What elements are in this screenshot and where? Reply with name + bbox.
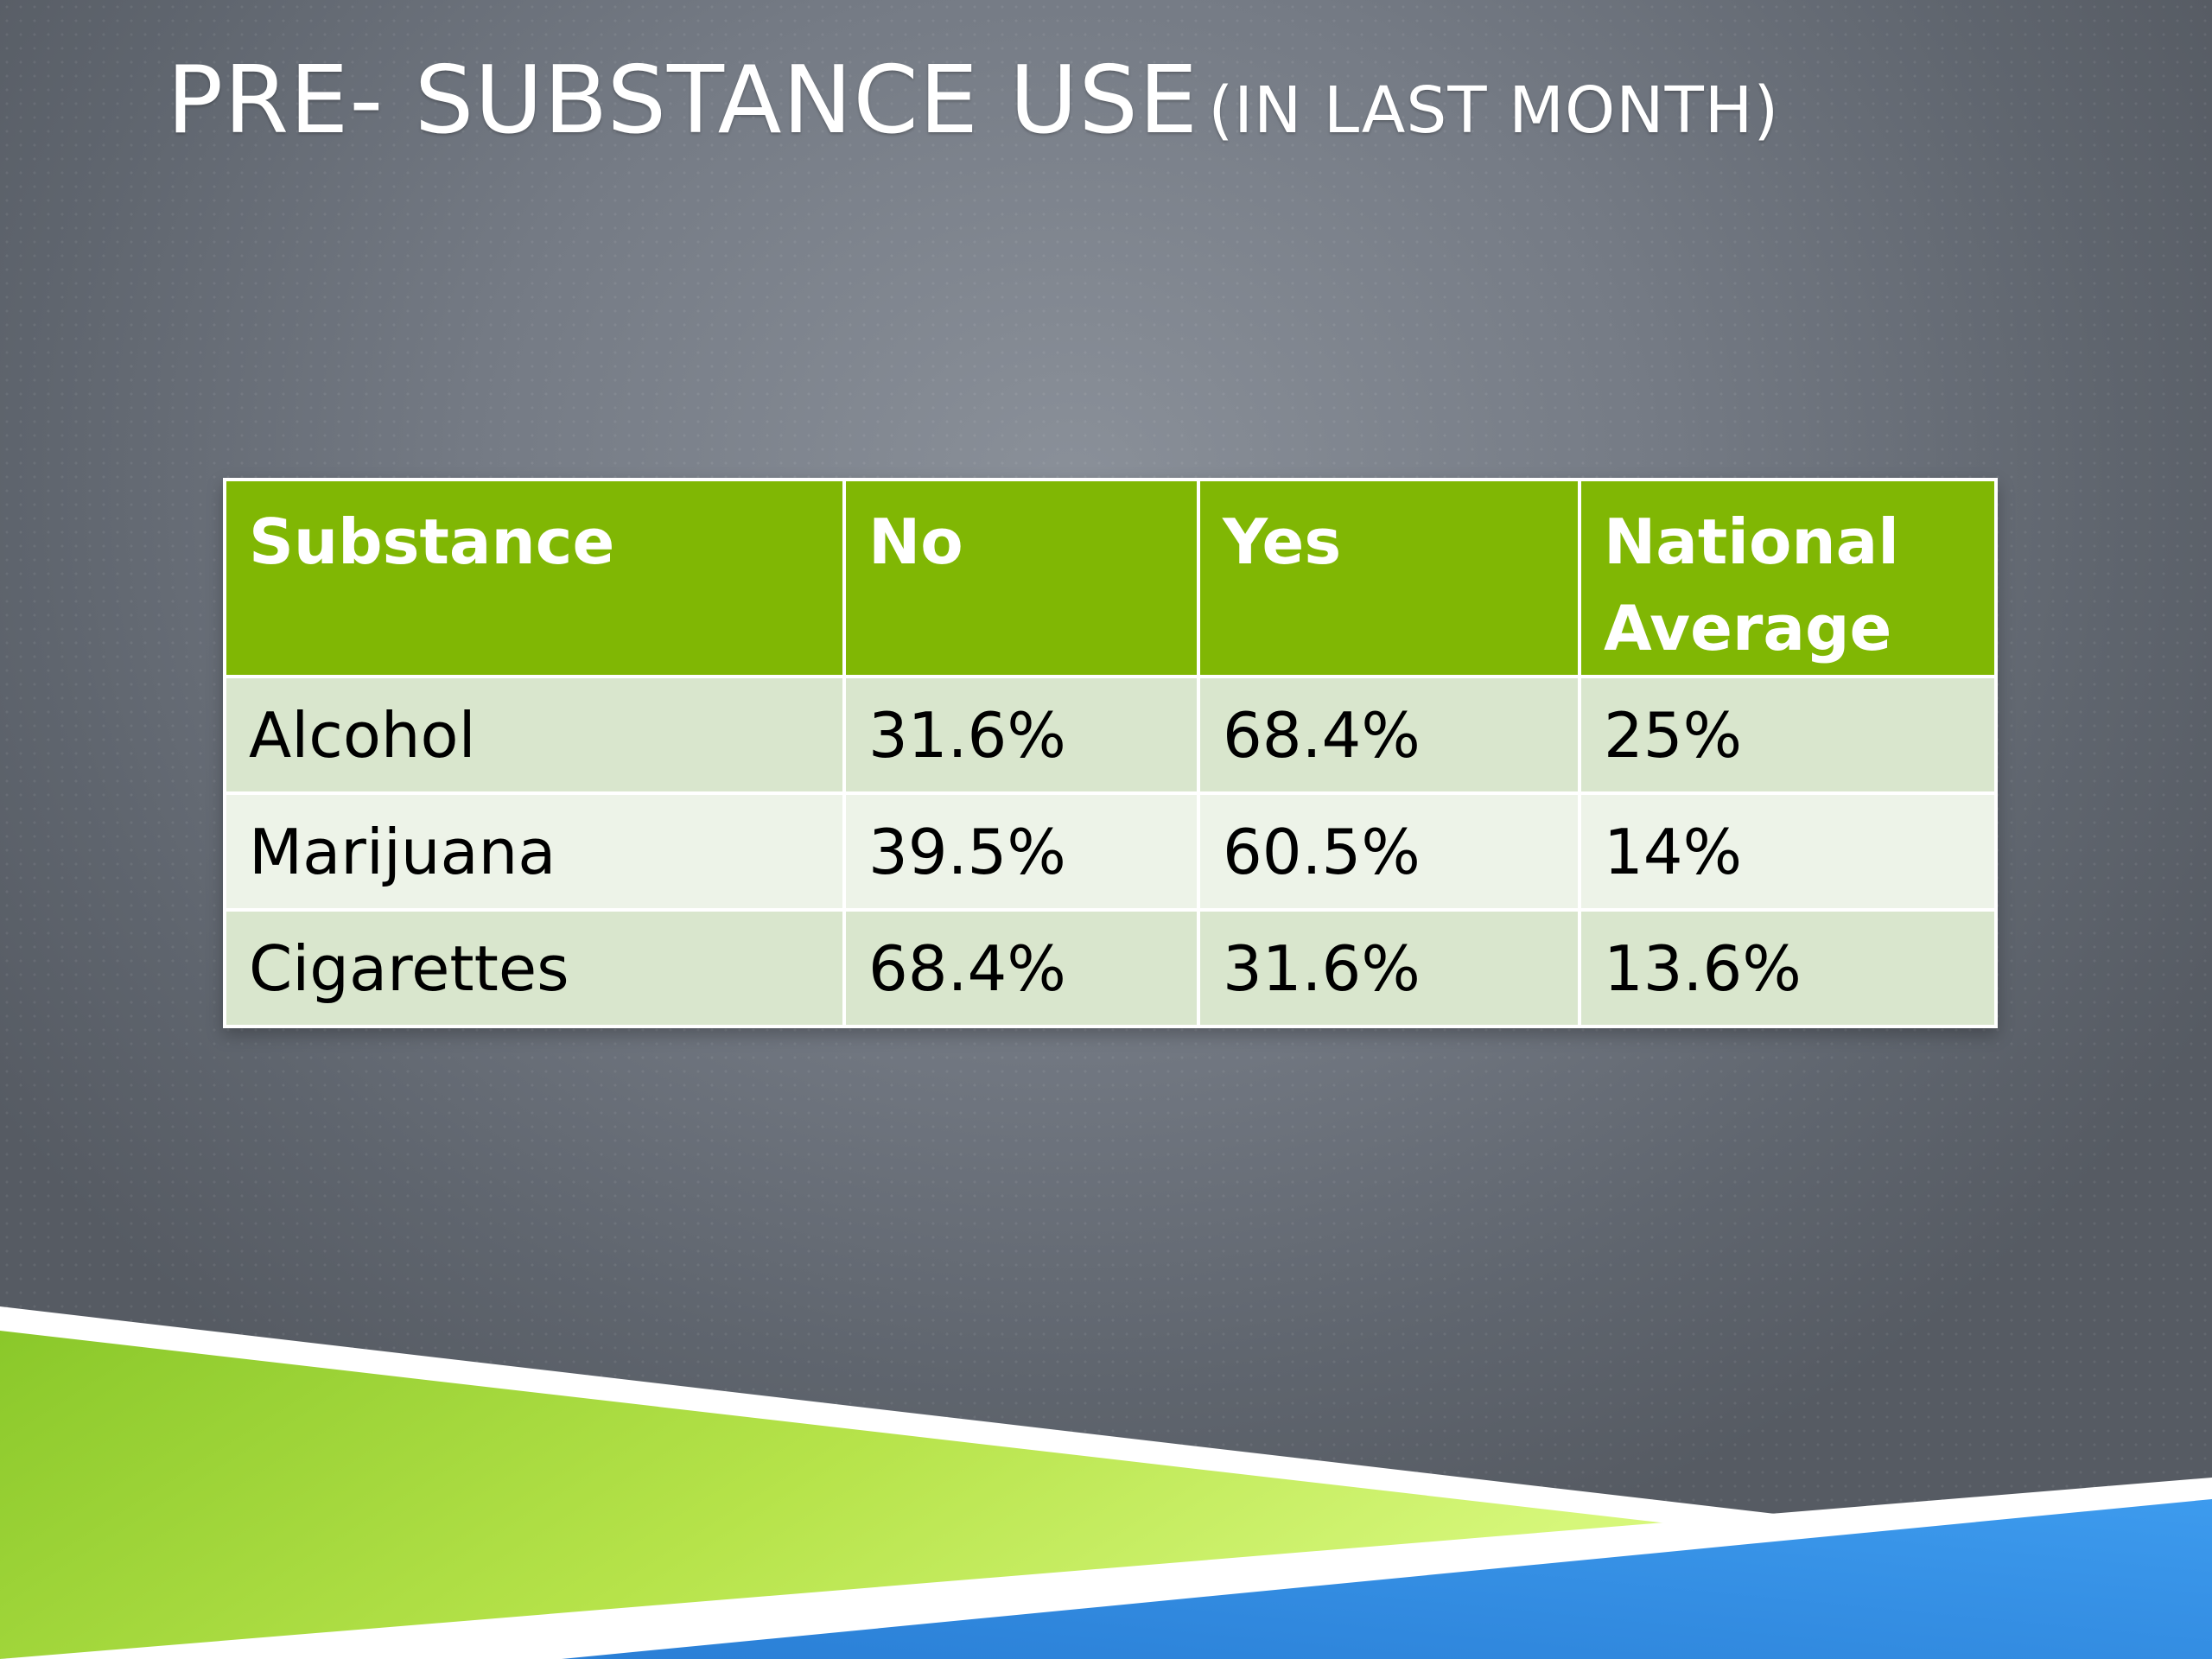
- cell-national-average: 14%: [1578, 791, 1998, 912]
- header-substance: Substance: [223, 478, 846, 678]
- cell-substance: Alcohol: [223, 675, 846, 795]
- cell-no: 39.5%: [842, 791, 1200, 912]
- header-no: No: [842, 478, 1200, 678]
- cell-substance: Cigarettes: [223, 908, 846, 1028]
- lime-wedge: [0, 1331, 1719, 1659]
- cell-national-average: 13.6%: [1578, 908, 1998, 1028]
- table-row: Marijuana 39.5% 60.5% 14%: [223, 791, 1998, 912]
- table-row: Alcohol 31.6% 68.4% 25%: [223, 675, 1998, 795]
- cell-yes: 31.6%: [1197, 908, 1581, 1028]
- white-stripe: [0, 1306, 1797, 1659]
- cell-national-average: 25%: [1578, 675, 1998, 795]
- slide-title: PRE- SUBSTANCE USE (IN LAST MONTH): [167, 45, 1779, 157]
- cell-no: 31.6%: [842, 675, 1200, 795]
- slide-title-main: PRE- SUBSTANCE USE: [167, 47, 1199, 155]
- blue-wedge: [562, 1499, 2212, 1659]
- cell-yes: 68.4%: [1197, 675, 1581, 795]
- cell-substance: Marijuana: [223, 791, 846, 912]
- table-row: Cigarettes 68.4% 31.6% 13.6%: [223, 908, 1998, 1028]
- header-yes: Yes: [1197, 478, 1581, 678]
- substance-use-table: Substance No Yes National Average Alcoho…: [223, 478, 1998, 1028]
- table-header-row: Substance No Yes National Average: [223, 478, 1998, 678]
- white-band: [0, 1478, 2212, 1659]
- cell-no: 68.4%: [842, 908, 1200, 1028]
- slide-title-sub: (IN LAST MONTH): [1208, 73, 1780, 148]
- header-national-average: National Average: [1578, 478, 1998, 678]
- cell-yes: 60.5%: [1197, 791, 1581, 912]
